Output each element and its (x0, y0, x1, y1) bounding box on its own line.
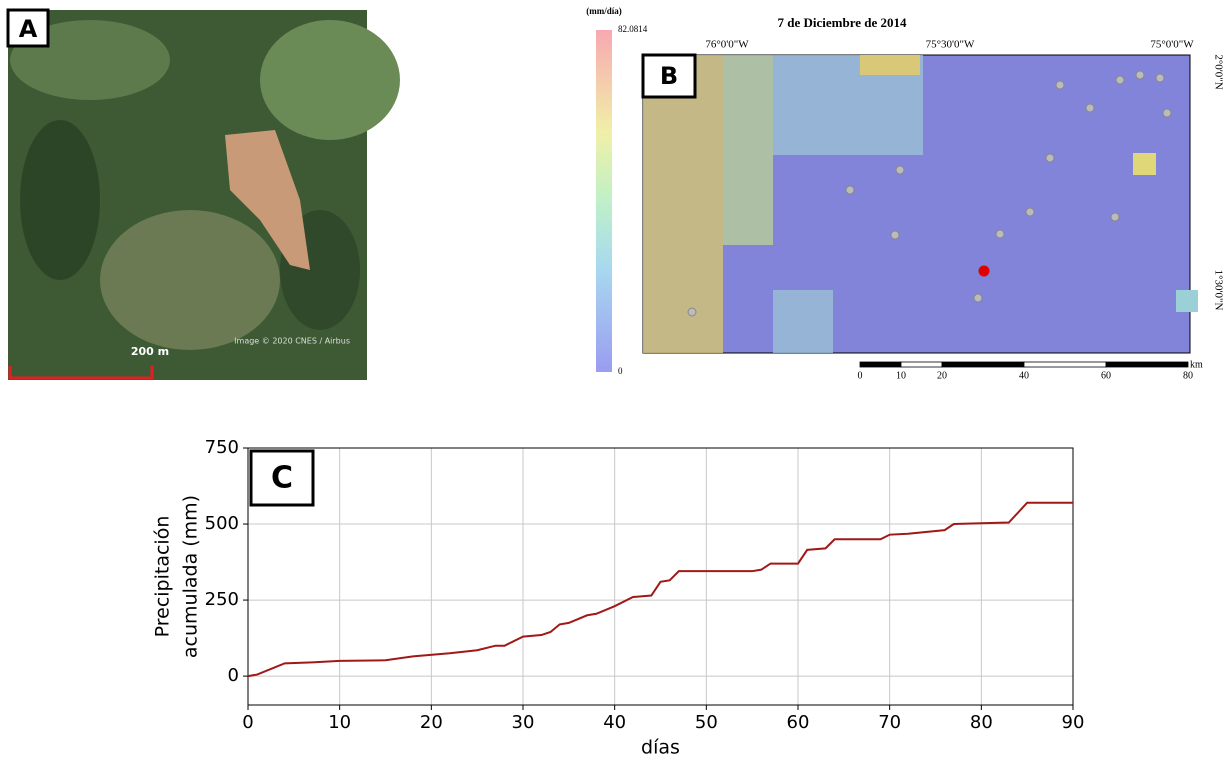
x-tick-label: 0 (242, 712, 253, 733)
x-tick-label: 80 (970, 712, 993, 733)
panel-label-box (641, 53, 697, 99)
lat-label: 1°30'0"N (1212, 270, 1224, 311)
panel-label-box (6, 8, 50, 48)
lon-label: 75°30'0"W (926, 39, 975, 51)
x-tick-label: 30 (512, 712, 535, 733)
x-tick-label: 40 (603, 712, 626, 733)
map-panel: (mm/día) 7 de Diciembre de 2014 B 76°0'0… (586, 6, 1224, 372)
scale-segment (900, 361, 943, 368)
scale-tick-label: 20 (937, 370, 947, 381)
scale-bar (8, 366, 154, 380)
x-tick-label: 60 (787, 712, 810, 733)
y-tick-label: 250 (205, 589, 239, 610)
scale-tick-label: 60 (1101, 370, 1111, 381)
lon-label: 75°0'0"W (1150, 39, 1194, 51)
chart: 0 250 500 750 0 10 20 30 40 50 60 70 80 90 días Precipi… (152, 437, 1085, 759)
panel-label: A (19, 15, 38, 43)
landslide-points (687, 70, 1172, 317)
x-tick-label: 50 (695, 712, 718, 733)
scale-segment (941, 361, 1025, 368)
panel-label: C (271, 461, 293, 496)
scale-tick-label: 40 (1019, 370, 1029, 381)
y-axis-label: acumulada (mm) (180, 495, 202, 658)
scale-label: 200 m (131, 345, 169, 358)
panel-label: B (660, 62, 678, 90)
colorbar-max: 82.0814 (618, 24, 648, 34)
y-tick-label: 500 (205, 513, 239, 534)
satellite-image: A 200 m Image © 2020 CNES / Airbus (6, 8, 400, 380)
y-tick-label: 750 (205, 437, 239, 458)
y-axis-label: Precipitación (152, 516, 174, 638)
plot-frame (247, 447, 1074, 706)
y-tick-label: 0 (228, 665, 239, 686)
scale-segment (859, 361, 902, 368)
image-credit: Image © 2020 CNES / Airbus (234, 337, 350, 346)
map-title: 7 de Diciembre de 2014 (777, 15, 907, 30)
scale-segment (1105, 361, 1189, 368)
lon-label: 76°0'0"W (705, 39, 749, 51)
scale-segment (1023, 361, 1107, 368)
x-tick-label: 70 (878, 712, 901, 733)
x-tick-label: 90 (1062, 712, 1085, 733)
x-tick-label: 10 (328, 712, 351, 733)
line (247, 501, 1073, 678)
lat-label: 2°0'0"N (1212, 54, 1224, 89)
x-tick-label: 20 (420, 712, 443, 733)
event-point (978, 265, 990, 277)
scale-tick-label: 80 (1183, 370, 1193, 381)
colorbar (596, 30, 612, 372)
colorbar-unit: (mm/día) (586, 6, 622, 16)
scale-tick-label: 10 (896, 370, 906, 381)
scale-tick-label: 0 (858, 370, 863, 381)
scale-unit: km (1190, 359, 1203, 370)
x-axis-label: días (641, 737, 680, 759)
colorbar-min: 0 (618, 366, 623, 376)
panel-label-box (249, 449, 315, 507)
